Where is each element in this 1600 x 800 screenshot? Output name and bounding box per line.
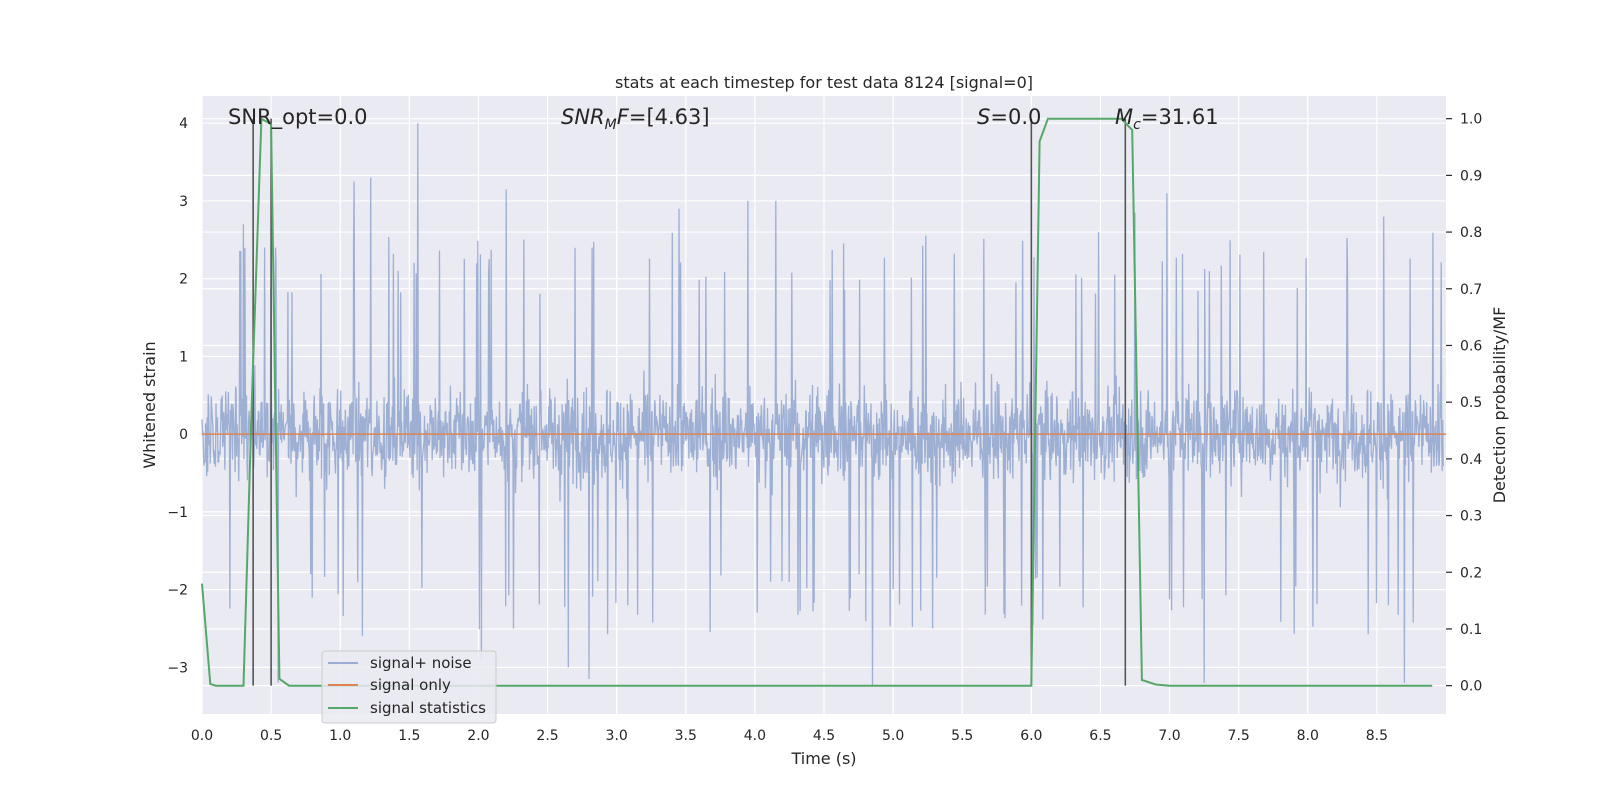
annotation-snr-mf-value: [4.63] bbox=[646, 105, 709, 129]
y-right-axis-label: Detection probability/MF bbox=[1490, 307, 1509, 504]
annotation-mc-sub: c bbox=[1133, 117, 1141, 133]
annotation-mc-value: 31.61 bbox=[1158, 105, 1218, 129]
annotation-snr-mf-suffix: F bbox=[617, 105, 630, 129]
legend-label-signal-statistics: signal statistics bbox=[370, 699, 486, 717]
series-signal-noise bbox=[201, 123, 1444, 687]
chart-title: stats at each timestep for test data 812… bbox=[615, 73, 1033, 92]
legend-label-signal-only: signal only bbox=[370, 676, 451, 694]
annotation-s-value: 0.0 bbox=[1008, 105, 1041, 129]
annotation-snr-mf-base: SNR bbox=[561, 105, 605, 129]
y-right-tick-label-9: 0.1 bbox=[1460, 622, 1482, 638]
vertical-markers bbox=[252, 118, 1127, 686]
x-tick-label-5: 2.5 bbox=[536, 728, 558, 744]
x-tick-label-10: 5.0 bbox=[882, 728, 904, 744]
annotation-snr-opt-value: 0.0 bbox=[334, 105, 367, 129]
annotation-snr-mf-eq: = bbox=[629, 105, 647, 129]
y-right-tick-label-5: 0.5 bbox=[1460, 395, 1482, 411]
y-left-tick-label-5: −1 bbox=[167, 505, 188, 521]
y-right-tick-label-3: 0.7 bbox=[1460, 282, 1482, 298]
series-signal-statistics bbox=[201, 117, 1433, 687]
y-right-tick-label-6: 0.4 bbox=[1460, 452, 1482, 468]
x-tick-label-7: 3.5 bbox=[675, 728, 697, 744]
annotation-snr-mf-sub: M bbox=[605, 117, 617, 133]
y-left-tick-label-4: 0 bbox=[179, 427, 188, 443]
y-right-axis-ticks: 1.0 0.9 0.8 0.7 0.6 0.5 0.4 0.3 0.2 0.1 0.0 bbox=[1446, 112, 1482, 695]
y-left-tick-label-2: 2 bbox=[179, 272, 188, 288]
y-right-tick-label-2: 0.8 bbox=[1460, 225, 1482, 241]
signal-statistics-line bbox=[201, 117, 1433, 687]
annotation-mc-base: M bbox=[1115, 105, 1133, 129]
y-left-tick-label-3: 1 bbox=[179, 349, 188, 365]
x-axis-label: Time (s) bbox=[790, 749, 856, 768]
x-tick-label-2: 1.0 bbox=[329, 728, 351, 744]
x-tick-label-12: 6.0 bbox=[1020, 728, 1042, 744]
x-tick-label-17: 8.5 bbox=[1366, 728, 1388, 744]
y-right-tick-label-1: 0.9 bbox=[1460, 168, 1482, 184]
y-left-tick-label-1: 3 bbox=[179, 194, 188, 210]
y-right-tick-label-4: 0.6 bbox=[1460, 338, 1482, 354]
y-right-tick-label-0: 1.0 bbox=[1460, 112, 1482, 128]
x-axis-ticks: 0.0 0.5 1.0 1.5 2.0 2.5 3.0 3.5 4.0 4.5 5.0 5.5 6.0 6… bbox=[191, 728, 1388, 744]
x-tick-label-14: 7.0 bbox=[1158, 728, 1180, 744]
signal-noise-line bbox=[201, 123, 1444, 687]
x-tick-label-6: 3.0 bbox=[606, 728, 628, 744]
y-right-tick-label-8: 0.2 bbox=[1460, 565, 1482, 581]
y-right-tick-label-7: 0.3 bbox=[1460, 509, 1482, 525]
x-tick-label-11: 5.5 bbox=[951, 728, 973, 744]
x-tick-label-4: 2.0 bbox=[467, 728, 489, 744]
x-tick-label-9: 4.5 bbox=[813, 728, 835, 744]
x-tick-label-8: 4.0 bbox=[744, 728, 766, 744]
annotation-mc: Mc=31.61 bbox=[1115, 105, 1219, 133]
y-left-tick-label-0: 4 bbox=[179, 116, 188, 132]
y-left-tick-label-7: −3 bbox=[167, 660, 188, 676]
annotation-s: S=0.0 bbox=[977, 105, 1041, 129]
x-tick-label-0: 0.0 bbox=[191, 728, 213, 744]
grid bbox=[201, 96, 1446, 714]
annotation-snr-mf: SNRMF=[4.63] bbox=[561, 105, 710, 133]
legend: signal+ noise signal only signal statist… bbox=[321, 650, 497, 724]
y-left-axis-label: Whitened strain bbox=[140, 341, 159, 468]
x-tick-label-3: 1.5 bbox=[398, 728, 420, 744]
x-tick-label-16: 8.0 bbox=[1297, 728, 1319, 744]
legend-label-signal-noise: signal+ noise bbox=[370, 654, 472, 672]
y-left-axis-ticks: 4 3 2 1 0 −1 −2 −3 bbox=[167, 116, 188, 676]
annotation-mc-eq: = bbox=[1141, 105, 1159, 129]
y-left-tick-label-6: −2 bbox=[167, 583, 188, 599]
annotation-snr-opt-prefix: SNR_opt= bbox=[228, 105, 334, 130]
x-tick-label-13: 6.5 bbox=[1089, 728, 1111, 744]
annotation-s-eq: = bbox=[990, 105, 1008, 129]
x-tick-label-15: 7.5 bbox=[1228, 728, 1250, 744]
annotation-snr-opt: SNR_opt=0.0 bbox=[228, 105, 368, 130]
annotation-s-symbol: S bbox=[977, 105, 990, 129]
legend-box bbox=[321, 650, 497, 724]
x-tick-label-1: 0.5 bbox=[260, 728, 282, 744]
y-right-tick-label-10: 0.0 bbox=[1460, 679, 1482, 695]
